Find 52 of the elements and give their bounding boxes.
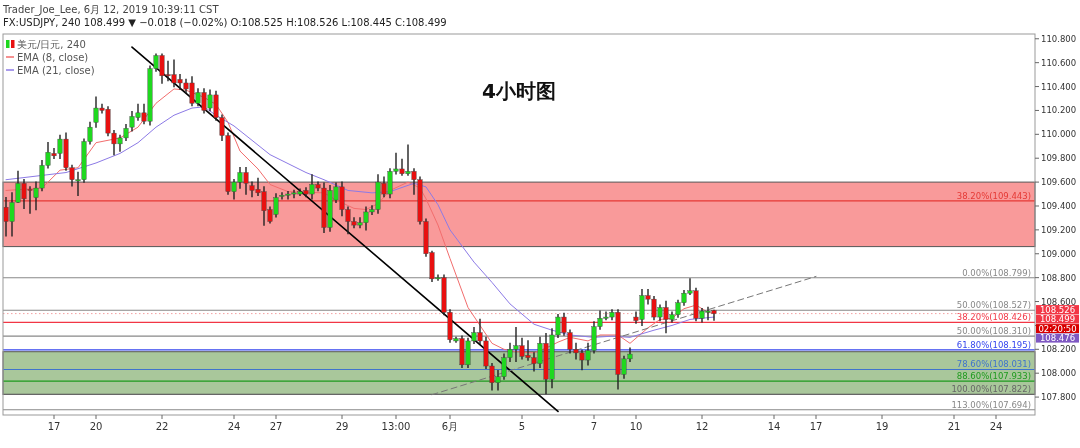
y-tick-label: 109.000 — [1041, 248, 1077, 259]
ref-line-label: 61.80%(108.195) — [956, 339, 1031, 350]
ref-line-label: 113.00%(107.694) — [951, 399, 1031, 410]
legend-label: EMA (21, close) — [17, 65, 95, 76]
x-tick-label: 24 — [227, 421, 241, 432]
x-tick-label: 10 — [629, 421, 643, 432]
text: 4小时图 — [482, 79, 556, 103]
x-tick-label: 7 — [590, 421, 598, 432]
ref-line-label: 50.00%(108.310) — [956, 326, 1031, 337]
ref-line-label: 38.20%(108.426) — [956, 312, 1031, 323]
x-tick-label: 19 — [875, 421, 889, 432]
y-tick-label: 110.800 — [1041, 33, 1077, 44]
y-tick-label: 109.600 — [1041, 177, 1077, 188]
x-tick-label: 17 — [47, 421, 61, 432]
text: FX:USDJPY, 240 108.499 ▼ −0.018 (−0.02%) O:108.525 H:108.526 L:108.445 C:108.499 — [3, 17, 447, 28]
ref-line-label: 38.20%(109.443) — [956, 190, 1031, 201]
ref-line-label: 100.00%(107.822) — [951, 384, 1031, 395]
x-tick-label: 13:00 — [381, 421, 411, 432]
y-tick-label: 108.600 — [1041, 296, 1077, 307]
x-tick-label: 5 — [518, 421, 526, 432]
ref-line-label: 88.60%(107.933) — [956, 371, 1031, 382]
x-tick-label: 20 — [89, 421, 103, 432]
x-tick-label: 6月 — [441, 421, 459, 432]
y-tick-label: 107.800 — [1041, 392, 1077, 403]
text: Trader_Joe_Lee, 6月 12, 2019 10:39:11 CST — [2, 4, 220, 16]
text: 108.499 — [1039, 314, 1076, 325]
text: 108.526 — [1039, 304, 1076, 315]
y-tick-label: 110.600 — [1041, 57, 1077, 68]
y-tick-label: 110.200 — [1041, 105, 1077, 116]
y-tick-label: 109.400 — [1041, 200, 1077, 211]
x-tick-label: 22 — [155, 421, 169, 432]
text: 108.476 — [1039, 333, 1076, 344]
y-tick-label: 108.000 — [1041, 368, 1077, 379]
y-tick-label: 109.800 — [1041, 153, 1077, 164]
ref-line-label: 78.60%(108.031) — [956, 359, 1031, 370]
y-tick-label: 109.200 — [1041, 224, 1077, 235]
x-tick-label: 27 — [269, 421, 283, 432]
x-tick-label: 24 — [989, 421, 1003, 432]
y-tick-label: 110.400 — [1041, 81, 1077, 92]
y-tick-label: 108.200 — [1041, 344, 1077, 355]
x-tick-label: 12 — [695, 421, 709, 432]
x-tick-label: 14 — [767, 421, 781, 432]
y-tick-label: 110.000 — [1041, 129, 1077, 140]
y-tick-label: 108.800 — [1041, 272, 1077, 283]
x-tick-label: 17 — [809, 421, 823, 432]
ref-line-label: 50.00%(108.527) — [956, 300, 1031, 311]
legend-label: 美元/日元, 240 — [17, 39, 86, 50]
legend-label: EMA (8, close) — [17, 52, 89, 63]
text: 02:20:50 — [1038, 323, 1077, 334]
ref-line-label: 0.00%(108.799) — [962, 267, 1031, 278]
x-tick-label: 21 — [947, 421, 961, 432]
x-tick-label: 29 — [335, 421, 349, 432]
